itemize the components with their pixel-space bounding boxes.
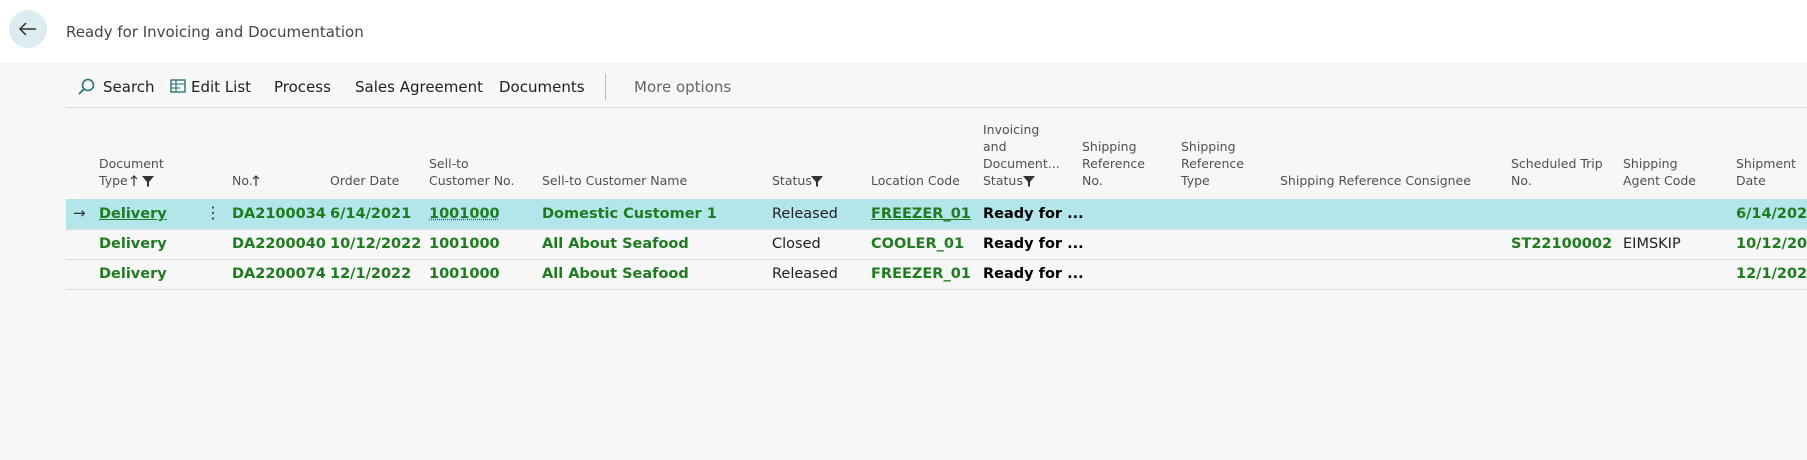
table-cell[interactable]: All About Seafood — [542, 266, 689, 282]
table-cell[interactable]: FREEZER_01 — [871, 266, 971, 282]
column-header[interactable]: Shipping — [1082, 139, 1137, 154]
row-rule — [66, 259, 1807, 260]
action-button[interactable]: Edit List — [191, 78, 252, 96]
action-button[interactable]: Documents — [499, 78, 585, 96]
toolbar-rule — [66, 107, 1807, 108]
column-header[interactable]: Date — [1736, 173, 1766, 188]
column-header[interactable]: Reference — [1181, 156, 1244, 171]
column-header[interactable]: Invoicing — [983, 122, 1040, 137]
column-header[interactable]: Location Code — [871, 173, 960, 188]
column-header[interactable]: Reference — [1082, 156, 1145, 171]
column-header[interactable]: Document... — [983, 156, 1060, 171]
column-header[interactable]: Type — [1181, 173, 1210, 188]
table-cell[interactable]: DA2100034 — [232, 206, 326, 222]
table-cell[interactable]: Domestic Customer 1 — [542, 206, 717, 222]
search-icon — [78, 78, 95, 95]
column-header[interactable]: Shipping — [1181, 139, 1236, 154]
column-header[interactable]: No. — [1511, 173, 1532, 188]
table-cell[interactable]: Delivery — [99, 236, 167, 252]
table-cell[interactable]: All About Seafood — [542, 236, 689, 252]
filter-icon — [1023, 176, 1035, 187]
column-header[interactable]: Customer No. — [429, 173, 515, 188]
table-cell[interactable]: COOLER_01 — [871, 236, 965, 252]
row-highlight — [66, 199, 1807, 229]
table-cell[interactable]: Delivery — [99, 206, 167, 222]
table-cell: Ready for ... — [983, 206, 1084, 222]
table-cell[interactable]: 12/1/2022 — [1736, 266, 1807, 282]
table-cell[interactable]: 6/14/2021 — [1736, 206, 1807, 222]
column-header[interactable]: Shipping — [1623, 156, 1678, 171]
sort-icon — [252, 175, 260, 186]
table-cell[interactable]: 10/12/2022 — [1736, 236, 1807, 252]
column-header[interactable]: No. — [1082, 173, 1103, 188]
edit-icon — [170, 79, 186, 93]
column-header[interactable]: Scheduled Trip — [1511, 156, 1603, 171]
column-header[interactable]: Sell-to — [429, 156, 469, 171]
top-bar — [0, 0, 1807, 63]
table-cell[interactable]: 10/12/2022 — [330, 236, 422, 252]
table-cell[interactable]: 1001000 — [429, 266, 500, 282]
action-button[interactable]: More options — [634, 78, 732, 96]
row-rule — [66, 229, 1807, 230]
table-cell: Released — [772, 206, 838, 222]
row-arrow: → — [73, 204, 86, 222]
table-cell[interactable]: DA2200074 — [232, 266, 326, 282]
table-cell[interactable]: Delivery — [99, 266, 167, 282]
table-cell[interactable]: 6/14/2021 — [330, 206, 412, 222]
column-header[interactable]: Status — [983, 173, 1023, 188]
column-header[interactable]: Agent Code — [1623, 173, 1696, 188]
column-header[interactable]: Sell-to Customer Name — [542, 173, 688, 188]
toolbar-separator — [605, 74, 606, 100]
table-cell: EIMSKIP — [1623, 236, 1681, 252]
table-cell[interactable]: ST22100002 — [1511, 236, 1613, 252]
table-cell[interactable]: 1001000 — [429, 206, 500, 222]
filter-icon — [811, 176, 823, 187]
row-menu[interactable]: ⋮ — [205, 203, 221, 222]
table-cell[interactable]: FREEZER_01 — [871, 206, 971, 222]
column-header[interactable]: Document — [99, 156, 164, 171]
column-header[interactable]: Shipment — [1736, 156, 1796, 171]
row-rule — [66, 289, 1807, 290]
action-button[interactable]: Search — [103, 78, 155, 96]
column-header[interactable]: Order Date — [330, 173, 400, 188]
sort-icon — [130, 175, 138, 186]
table-cell: Ready for ... — [983, 236, 1084, 252]
table-cell[interactable]: 12/1/2022 — [330, 266, 412, 282]
column-header[interactable]: Status — [772, 173, 812, 188]
table-cell: Released — [772, 266, 838, 282]
action-button[interactable]: Process — [274, 78, 331, 96]
column-header[interactable]: Shipping Reference Consignee — [1280, 173, 1471, 188]
table-cell: Closed — [772, 236, 821, 252]
filter-icon — [142, 176, 154, 187]
back-button[interactable] — [9, 10, 47, 48]
table-cell[interactable]: 1001000 — [429, 236, 500, 252]
page-title: Ready for Invoicing and Documentation — [66, 23, 364, 41]
column-header[interactable]: No. — [232, 173, 253, 188]
column-header[interactable]: Type — [99, 173, 128, 188]
action-button[interactable]: Sales Agreement — [355, 78, 483, 96]
table-cell[interactable]: DA2200040 — [232, 236, 326, 252]
column-header[interactable]: and — [983, 139, 1007, 154]
table-cell: Ready for ... — [983, 266, 1084, 282]
